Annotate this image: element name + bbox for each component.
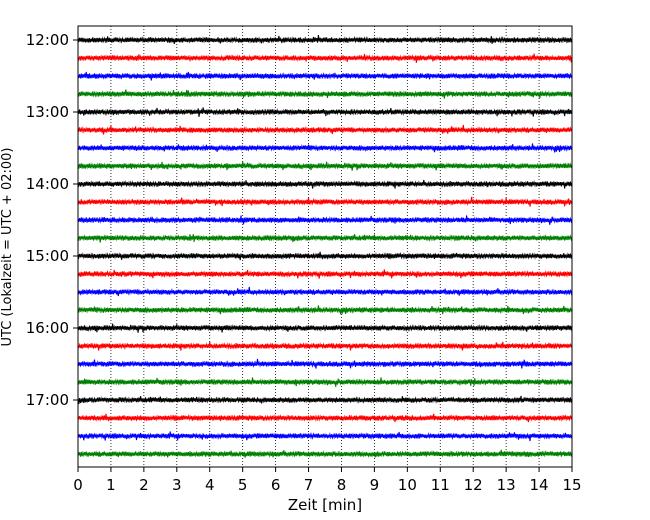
trace-1330 — [77, 143, 573, 153]
y-tick-label: 16:00 — [26, 319, 69, 337]
trace-1245 — [77, 89, 573, 99]
trace-1700 — [77, 395, 573, 405]
trace-1215 — [77, 53, 573, 63]
trace-1200 — [77, 35, 573, 44]
x-tick-label: 11 — [431, 476, 450, 494]
x-tick-label: 8 — [337, 476, 347, 494]
trace-1515 — [77, 269, 573, 279]
x-tick-label: 4 — [205, 476, 215, 494]
trace-1400 — [77, 179, 573, 189]
seismic-traces — [77, 35, 573, 459]
trace-1545 — [77, 305, 573, 315]
trace-1345 — [77, 161, 573, 171]
y-axis-ticks: 12:00 13:00 14:00 15:00 16:00 17:00 — [26, 31, 78, 409]
trace-1630 — [77, 358, 573, 369]
trace-1230 — [77, 71, 573, 81]
plot-frame — [77, 25, 573, 468]
y-tick-label: 13:00 — [26, 103, 69, 121]
x-tick-label: 5 — [238, 476, 248, 494]
x-tick-label: 13 — [497, 476, 516, 494]
y-tick-label: 17:00 — [26, 391, 69, 409]
trace-1300 — [77, 107, 573, 117]
x-tick-label: 6 — [271, 476, 281, 494]
y-tick-label: 12:00 — [26, 31, 69, 49]
x-tick-label: 1 — [106, 476, 116, 494]
x-tick-label: 2 — [139, 476, 149, 494]
x-axis-ticks: 0 1 2 3 4 5 6 7 8 9 10 11 12 13 14 15 — [73, 467, 582, 494]
trace-1415 — [77, 196, 573, 207]
y-axis-label: UTC (Lokalzeit = UTC + 02:00) — [0, 148, 15, 347]
trace-1730 — [77, 431, 573, 442]
trace-1500 — [77, 251, 573, 261]
trace-1615 — [77, 341, 573, 351]
x-tick-label: 0 — [73, 476, 83, 494]
trace-1530 — [77, 286, 573, 297]
trace-1600 — [77, 323, 573, 333]
x-axis-label: Zeit [min] — [288, 496, 362, 514]
x-tick-label: 12 — [464, 476, 483, 494]
x-tick-label: 9 — [370, 476, 380, 494]
x-tick-label: 15 — [562, 476, 581, 494]
trace-1645 — [77, 377, 573, 387]
x-tick-label: 10 — [398, 476, 417, 494]
trace-1445 — [77, 234, 573, 243]
x-tick-label: 3 — [172, 476, 182, 494]
trace-1715 — [77, 413, 573, 423]
y-tick-label: 14:00 — [26, 175, 69, 193]
x-tick-label: 14 — [530, 476, 549, 494]
trace-1315 — [77, 124, 573, 135]
trace-1745 — [77, 449, 573, 459]
y-tick-label: 15:00 — [26, 247, 69, 265]
x-tick-label: 7 — [304, 476, 314, 494]
trace-1430 — [77, 215, 573, 225]
